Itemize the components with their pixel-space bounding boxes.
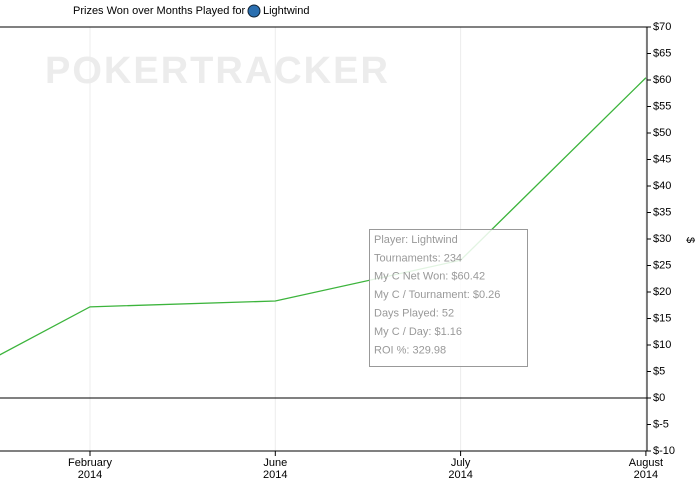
y-axis-label: $ [684, 237, 696, 243]
y-tick-label: $50 [653, 127, 671, 139]
y-tick-label: $30 [653, 233, 671, 245]
y-tick-label: $65 [653, 47, 671, 59]
y-tick-label: $5 [653, 365, 665, 377]
y-tick-label: $-10 [653, 445, 675, 457]
tooltip-line: My C / Tournament: $0.26 [374, 289, 500, 301]
tooltip-box [369, 229, 528, 367]
y-tick-label: $10 [653, 339, 671, 351]
x-tick-label: August [629, 457, 663, 469]
y-tick-label: $70 [653, 21, 671, 33]
y-tick-label: $20 [653, 286, 671, 298]
y-tick-label: $35 [653, 206, 671, 218]
x-tick-year: 2014 [78, 469, 102, 481]
x-tick-label: June [263, 457, 287, 469]
y-tick-label: $25 [653, 259, 671, 271]
y-tick-label: $55 [653, 100, 671, 112]
y-tick-label: $-5 [653, 418, 669, 430]
x-tick-year: 2014 [634, 469, 658, 481]
series-line [0, 77, 647, 356]
tooltip-line: Days Played: 52 [374, 308, 454, 320]
player-name: Lightwind [263, 5, 309, 17]
y-tick-label: $0 [653, 392, 665, 404]
x-tick-label: July [451, 457, 471, 469]
y-tick-label: $15 [653, 312, 671, 324]
player-icon [247, 4, 261, 18]
y-tick-label: $60 [653, 74, 671, 86]
x-tick-year: 2014 [448, 469, 472, 481]
tooltip-line: Tournaments: 234 [374, 252, 462, 264]
tooltip-line: ROI %: 329.98 [374, 344, 446, 356]
chart-title: Prizes Won over Months Played for [73, 5, 246, 17]
x-tick-label: February [68, 457, 113, 469]
tooltip-line: My C / Day: $1.16 [374, 326, 462, 338]
tooltip-line: Player: Lightwind [374, 234, 458, 246]
y-tick-label: $40 [653, 180, 671, 192]
watermark: POKERTRACKER [45, 50, 390, 92]
y-tick-label: $45 [653, 153, 671, 165]
x-tick-year: 2014 [263, 469, 287, 481]
tooltip-line: My C Net Won: $60.42 [374, 271, 485, 283]
